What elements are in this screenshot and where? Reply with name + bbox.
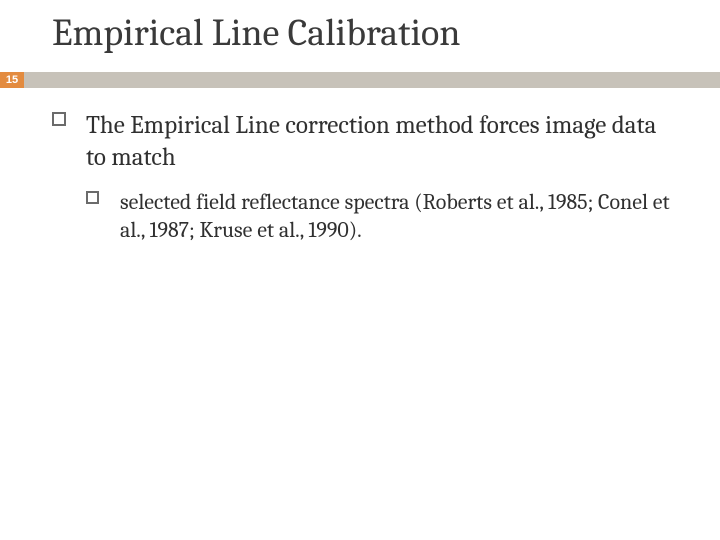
bullet-level-1: The Empirical Line correction method for… [52,110,680,174]
page-title: Empirical Line Calibration [52,12,460,56]
bullet-level-2-text: selected field reflectance spectra (Robe… [120,189,670,243]
square-bullet-icon [52,112,66,126]
page-number-badge: 15 [0,72,24,88]
body-content: The Empirical Line correction method for… [52,110,680,244]
square-bullet-icon [86,191,99,204]
accent-band [0,72,720,88]
slide: Empirical Line Calibration 15 The Empiri… [0,0,720,540]
bullet-level-2: selected field reflectance spectra (Robe… [86,188,680,244]
bullet-level-1-text: The Empirical Line correction method for… [86,111,656,172]
